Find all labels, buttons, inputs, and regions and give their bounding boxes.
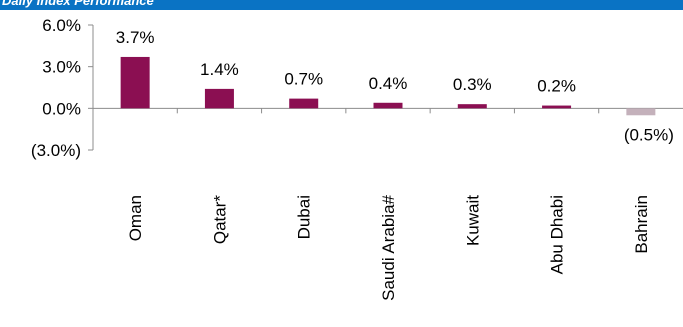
- data-label: 1.4%: [200, 60, 239, 79]
- y-tick-label: 0.0%: [42, 99, 81, 118]
- category-label: Abu Dhabi: [548, 195, 567, 274]
- data-label: 3.7%: [116, 28, 155, 47]
- bar-oman: [120, 56, 150, 109]
- bar-bahrain: [626, 108, 656, 116]
- data-label: 0.4%: [369, 74, 408, 93]
- y-tick-label: 6.0%: [42, 16, 81, 35]
- y-tick-label: (3.0%): [31, 141, 81, 160]
- bar-saudi-arabia: [373, 102, 403, 109]
- chart-header-bar: Daily Index Performance: [0, 0, 683, 10]
- chart-title: Daily Index Performance: [2, 0, 154, 8]
- data-label: 0.7%: [284, 70, 323, 89]
- category-label: Qatar*: [210, 195, 229, 245]
- bar-dubai: [289, 98, 319, 109]
- category-label: Kuwait: [463, 195, 482, 246]
- category-label: Dubai: [295, 195, 314, 239]
- category-label: Saudi Arabia#: [379, 194, 398, 300]
- data-label: 0.2%: [537, 77, 576, 96]
- bar-kuwait: [457, 104, 487, 109]
- bar-qatar: [204, 88, 234, 109]
- category-label: Bahrain: [632, 195, 651, 254]
- y-tick-label: 3.0%: [42, 58, 81, 77]
- bar-abu-dhabi: [542, 105, 572, 109]
- data-label: 0.3%: [453, 75, 492, 94]
- data-label: (0.5%): [624, 125, 674, 144]
- category-label: Oman: [126, 195, 145, 241]
